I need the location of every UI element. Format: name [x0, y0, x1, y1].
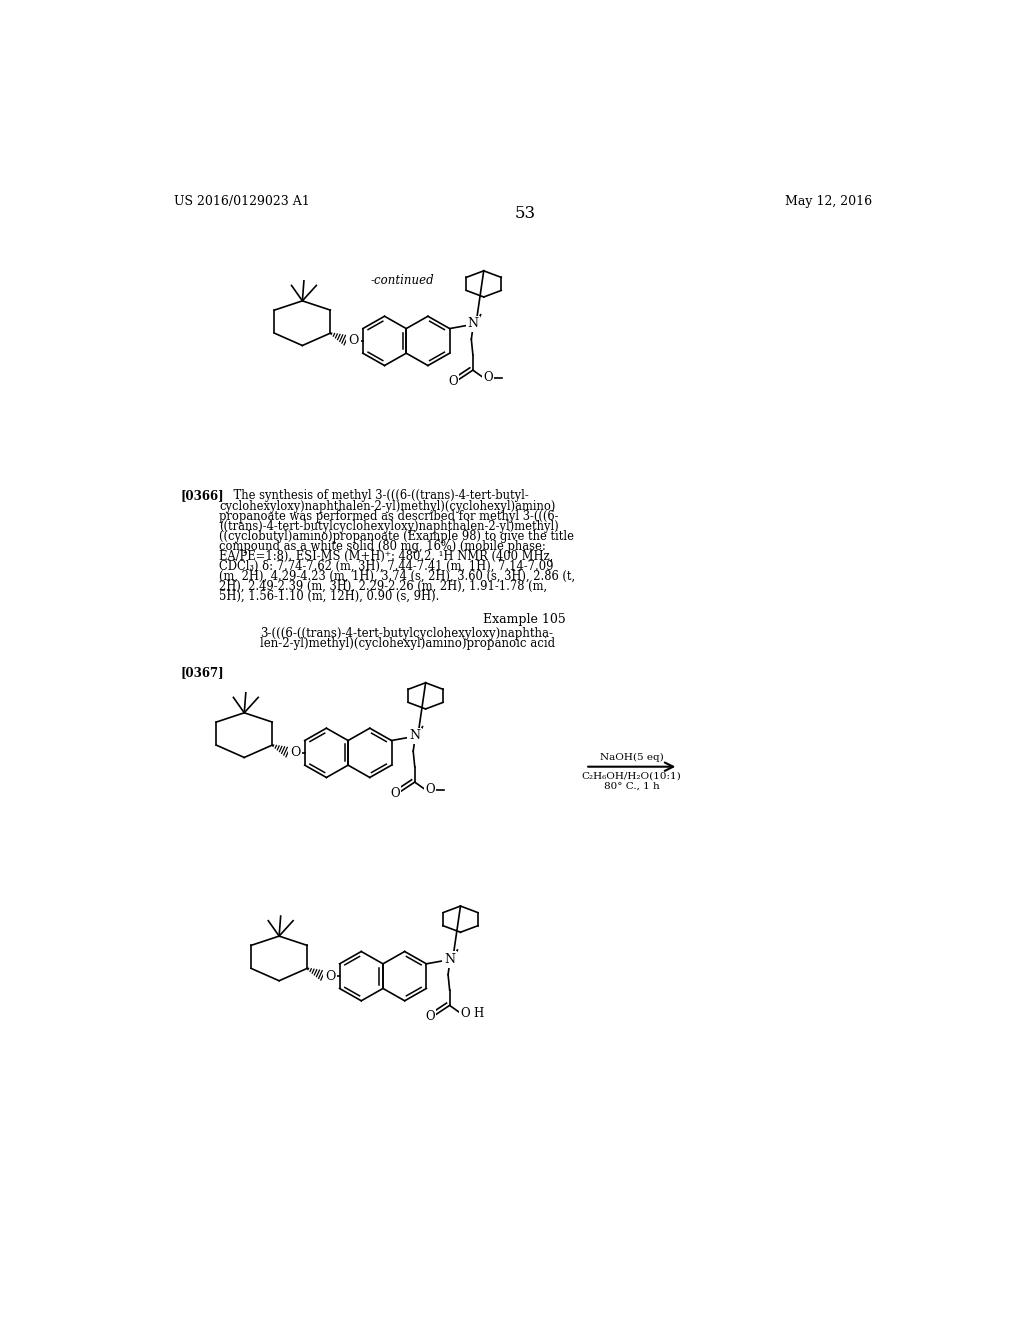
Text: -continued: -continued — [371, 275, 434, 286]
Text: O: O — [483, 371, 494, 384]
Text: N: N — [410, 730, 420, 742]
Text: O: O — [290, 746, 301, 759]
Text: O: O — [425, 1010, 435, 1023]
Text: ((trans)-4-tert-butylcyclohexyloxy)naphthalen-2-yl)methyl): ((trans)-4-tert-butylcyclohexyloxy)napht… — [219, 520, 559, 532]
Text: N: N — [467, 317, 478, 330]
Text: C₂H₆OH/H₂O(10:1): C₂H₆OH/H₂O(10:1) — [582, 771, 682, 780]
Text: EA/PE=1:8). ESI-MS (M+H)⁺: 480.2. ¹H NMR (400 MHz,: EA/PE=1:8). ESI-MS (M+H)⁺: 480.2. ¹H NMR… — [219, 549, 554, 562]
Text: CDCl₃) δ: 7.74-7.62 (m, 3H), 7.44-7.41 (m, 1H), 7.14-7.09: CDCl₃) δ: 7.74-7.62 (m, 3H), 7.44-7.41 (… — [219, 560, 554, 573]
Text: O: O — [425, 783, 435, 796]
Text: [0367]: [0367] — [180, 667, 224, 680]
Text: The synthesis of methyl 3-(((6-((trans)-4-tert-butyl-: The synthesis of methyl 3-(((6-((trans)-… — [219, 490, 529, 503]
Text: O: O — [390, 787, 400, 800]
Text: NaOH(5 eq): NaOH(5 eq) — [600, 752, 664, 762]
Text: 80° C., 1 h: 80° C., 1 h — [604, 781, 659, 791]
Text: N: N — [444, 953, 455, 966]
Text: propanoate was performed as described for methyl 3-(((6-: propanoate was performed as described fo… — [219, 510, 559, 523]
Text: 53: 53 — [514, 205, 536, 222]
Text: O: O — [461, 1007, 470, 1019]
Text: O: O — [449, 375, 459, 388]
Text: [0366]: [0366] — [180, 490, 224, 503]
Text: May 12, 2016: May 12, 2016 — [784, 195, 872, 209]
Text: 5H), 1.56-1.10 (m, 12H), 0.90 (s, 9H).: 5H), 1.56-1.10 (m, 12H), 0.90 (s, 9H). — [219, 590, 440, 603]
Text: 3-(((6-((trans)-4-tert-butylcyclohexyloxy)naphtha-: 3-(((6-((trans)-4-tert-butylcyclohexylox… — [260, 627, 553, 640]
Text: (m, 2H), 4.29-4.23 (m, 1H), 3.74 (s, 2H), 3.60 (s, 3H), 2.86 (t,: (m, 2H), 4.29-4.23 (m, 1H), 3.74 (s, 2H)… — [219, 570, 575, 582]
Text: US 2016/0129023 A1: US 2016/0129023 A1 — [174, 195, 310, 209]
Text: compound as a white solid (80 mg, 16%) (mobile phase:: compound as a white solid (80 mg, 16%) (… — [219, 540, 546, 553]
Text: 2H), 2.49-2.39 (m, 3H), 2.29-2.26 (m, 2H), 1.91-1.78 (m,: 2H), 2.49-2.39 (m, 3H), 2.29-2.26 (m, 2H… — [219, 579, 548, 593]
Text: H: H — [473, 1007, 483, 1019]
Text: O: O — [325, 970, 336, 982]
Text: cyclohexyloxy)naphthalen-2-yl)methyl)(cyclohexyl)amino): cyclohexyloxy)naphthalen-2-yl)methyl)(cy… — [219, 499, 556, 512]
Text: O: O — [348, 334, 358, 347]
Text: ((cyclobutyl)amino)propanoate (Example 98) to give the title: ((cyclobutyl)amino)propanoate (Example 9… — [219, 529, 574, 543]
Text: Example 105: Example 105 — [483, 612, 566, 626]
Text: len-2-yl)methyl)(cyclohexyl)amino)propanoic acid: len-2-yl)methyl)(cyclohexyl)amino)propan… — [260, 638, 555, 651]
